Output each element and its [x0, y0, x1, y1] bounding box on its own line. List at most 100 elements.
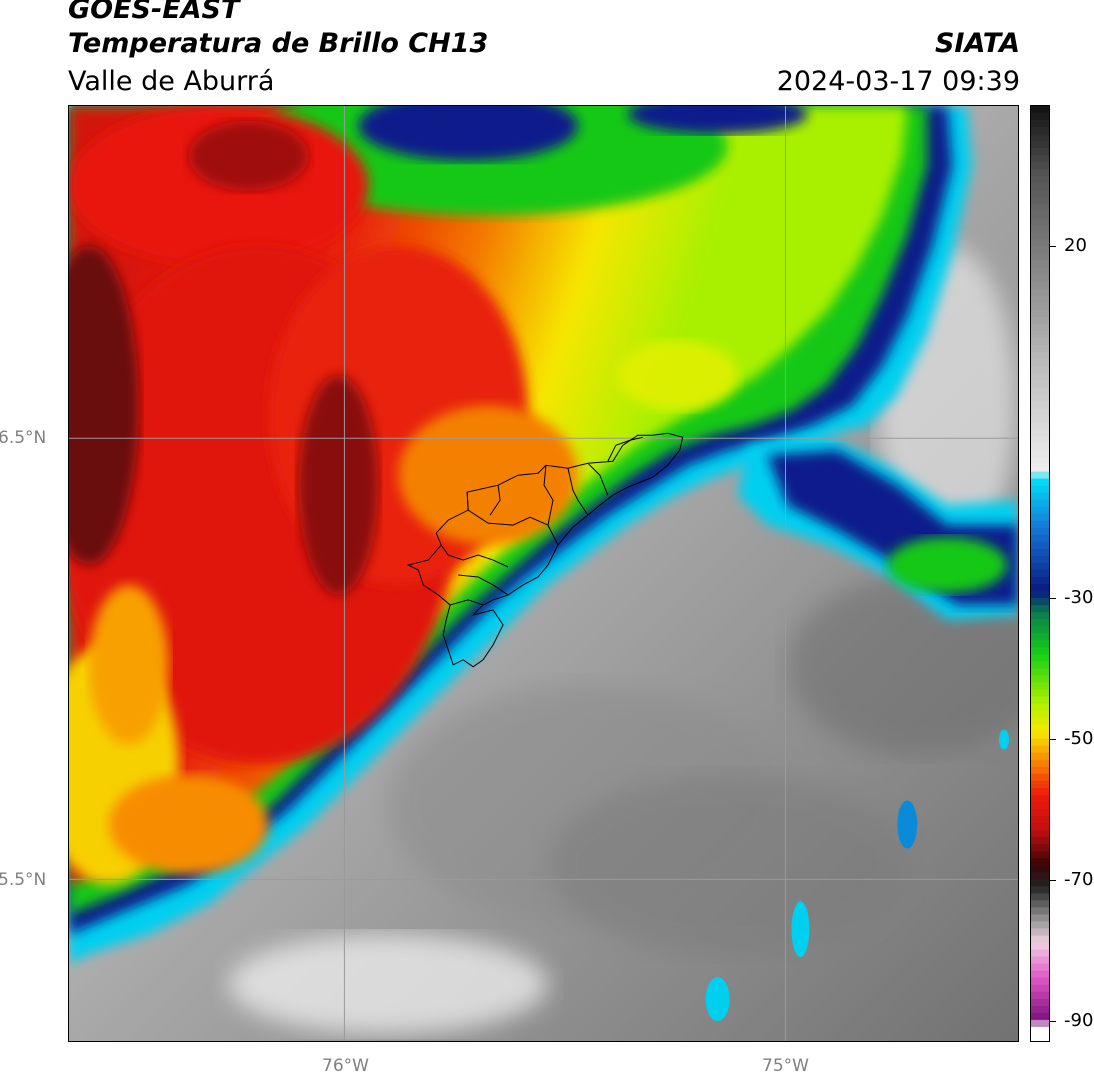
colorbar-band [1031, 260, 1049, 269]
cold-core-dark [298, 375, 379, 595]
colorbar-band [1031, 991, 1049, 1000]
lat-label-6.5: 6.5°N [0, 428, 47, 448]
map-title-product: Temperatura de Brillo CH13 [68, 28, 489, 59]
colorbar-band [1031, 872, 1049, 880]
boundary-internal [450, 599, 484, 606]
boundary-internal [607, 436, 643, 462]
colorbar-band [1031, 281, 1049, 290]
colorbar-band [1031, 429, 1049, 437]
colorbar-band [1031, 499, 1049, 508]
colorbar-tick [1050, 739, 1056, 741]
cold-core-dark [188, 120, 309, 191]
colorbar-band [1031, 689, 1049, 698]
colorbar-band [1031, 113, 1049, 121]
gray-texture [228, 934, 548, 1035]
isolated-cell [897, 800, 918, 849]
colorbar-band [1031, 309, 1049, 318]
colorbar-band [1031, 780, 1049, 789]
colorbar-tick [1050, 598, 1056, 600]
isolated-cell [791, 901, 810, 958]
east-cloud-green [887, 537, 1008, 593]
colorbar-band [1031, 506, 1049, 515]
gray-texture [547, 774, 908, 955]
colorbar-band [1031, 830, 1049, 838]
warm-band [617, 340, 738, 411]
colorbar-band [1031, 717, 1049, 726]
gray-texture [787, 575, 1018, 755]
cold-core-dark [69, 245, 139, 565]
colorbar-band [1031, 640, 1049, 648]
colorbar-band [1031, 106, 1049, 114]
brightness-temperature-map [69, 106, 1018, 1041]
colorbar-gradient [1031, 106, 1049, 1041]
colorbar-band [1031, 759, 1049, 768]
colorbar-band [1031, 963, 1049, 972]
colorbar-band [1031, 1033, 1049, 1041]
colorbar-band [1031, 738, 1049, 747]
colorbar-band [1031, 127, 1049, 135]
colorbar-tick-label: -70 [1064, 868, 1094, 890]
colorbar-band [1031, 274, 1049, 283]
colorbar-band [1031, 548, 1049, 557]
colorbar-band [1031, 246, 1049, 255]
colorbar-band [1031, 1005, 1049, 1014]
colorbar-band [1031, 654, 1049, 662]
colorbar-band [1031, 197, 1049, 205]
colorbar-band [1031, 633, 1049, 641]
colorbar-band [1031, 232, 1049, 241]
map-panel [68, 105, 1019, 1042]
colorbar-band [1031, 513, 1049, 522]
colorbar-band [1031, 605, 1049, 613]
colorbar [1030, 105, 1050, 1042]
colorbar-band [1031, 1026, 1049, 1035]
map-title-satellite: GOES-EAST [68, 0, 240, 25]
colorbar-band [1031, 478, 1049, 487]
colorbar-band [1031, 851, 1049, 859]
colorbar-band [1031, 330, 1049, 339]
colorbar-band [1031, 527, 1049, 536]
colorbar-band [1031, 211, 1049, 219]
colorbar-band [1031, 619, 1049, 627]
boundary-outline [406, 432, 684, 668]
colorbar-band [1031, 745, 1049, 754]
colorbar-band [1031, 302, 1049, 311]
colorbar-tick-label: -30 [1064, 587, 1094, 609]
colorbar-band [1031, 464, 1049, 473]
colorbar-band [1031, 865, 1049, 873]
map-region-label: Valle de Aburrá [68, 66, 275, 97]
colorbar-band [1031, 1012, 1049, 1021]
colorbar-tick [1050, 1020, 1056, 1022]
colorbar-band [1031, 731, 1049, 740]
colorbar-band [1031, 141, 1049, 149]
isolated-cell [705, 977, 730, 1022]
colorbar-band [1031, 485, 1049, 494]
lat-label-5.5: 5.5°N [0, 870, 47, 890]
colorbar-band [1031, 696, 1049, 705]
colorbar-band [1031, 337, 1049, 346]
colorbar-band [1031, 844, 1049, 852]
colorbar-band [1031, 809, 1049, 817]
colorbar-band [1031, 155, 1049, 163]
colorbar-band [1031, 766, 1049, 775]
colorbar-band [1031, 394, 1049, 402]
colorbar-band [1031, 295, 1049, 304]
colorbar-band [1031, 345, 1049, 353]
lon-label-76: 76°W [322, 1056, 369, 1076]
warm-band [88, 584, 169, 745]
colorbar-band [1031, 907, 1049, 915]
colorbar-band [1031, 422, 1049, 430]
colorbar-band [1031, 253, 1049, 262]
lon-label-75: 75°W [762, 1056, 809, 1076]
colorbar-band [1031, 204, 1049, 212]
boundary-internal [458, 574, 509, 596]
colorbar-band [1031, 183, 1049, 191]
colorbar-band [1031, 577, 1049, 585]
map-datetime: 2024-03-17 09:39 [776, 66, 1020, 97]
colorbar-band [1031, 647, 1049, 655]
isolated-cell [999, 729, 1010, 750]
municipal-boundaries [406, 432, 684, 668]
colorbar-band [1031, 218, 1049, 227]
colorbar-band [1031, 436, 1049, 444]
colorbar-band [1031, 724, 1049, 733]
boundary-internal [440, 544, 509, 568]
